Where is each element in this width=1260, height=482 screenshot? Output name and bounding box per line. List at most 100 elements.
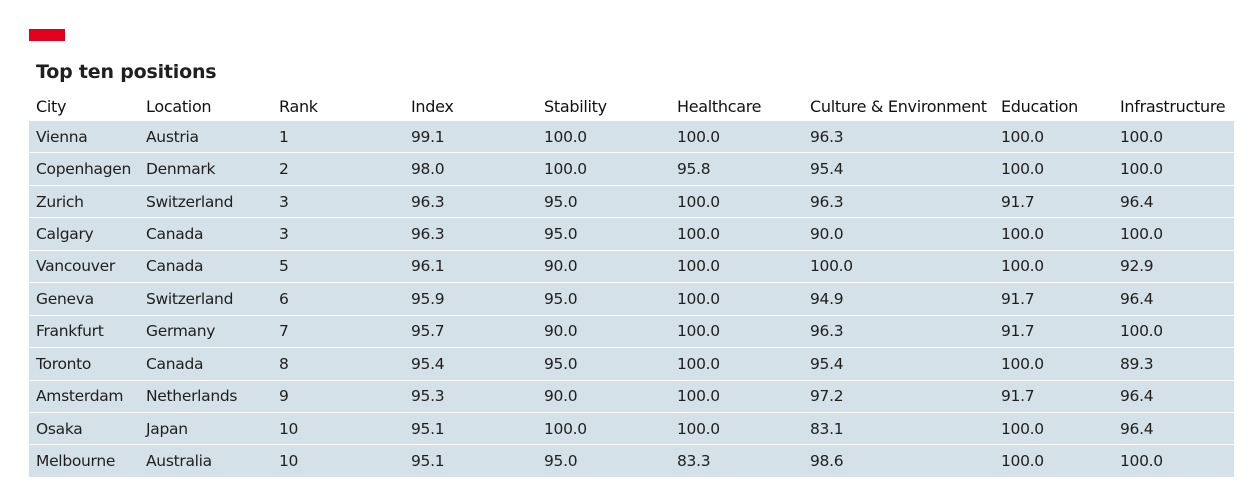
- table-cell-stability: 95.0: [544, 192, 578, 211]
- table-cell-healthcare: 100.0: [677, 354, 720, 373]
- table-cell-culture-environment: 96.3: [810, 192, 844, 211]
- table-cell-education: 100.0: [1001, 257, 1044, 276]
- table-cell-rank: 7: [279, 322, 289, 341]
- table-row: Calgary Canada 3 96.3 95.0 100.0 90.0 100.0 100.…: [29, 217, 1234, 250]
- table-cell-rank: 5: [279, 257, 289, 276]
- table-cell-index: 95.1: [411, 419, 445, 438]
- table-cell-healthcare: 100.0: [677, 192, 720, 211]
- table-cell-culture-environment: 97.2: [810, 387, 844, 406]
- table-cell-stability: 100.0: [544, 160, 587, 179]
- table-cell-city: Amsterdam: [36, 387, 124, 406]
- column-header-index: Index: [411, 97, 454, 116]
- table-cell-infrastructure: 100.0: [1120, 160, 1163, 179]
- table-cell-infrastructure: 96.4: [1120, 192, 1154, 211]
- table-cell-education: 100.0: [1001, 452, 1044, 471]
- table-cell-healthcare: 100.0: [677, 387, 720, 406]
- table-cell-location: Switzerland: [146, 289, 234, 308]
- table-cell-stability: 90.0: [544, 322, 578, 341]
- column-header-stability: Stability: [544, 97, 607, 116]
- table-cell-healthcare: 100.0: [677, 127, 720, 146]
- table-cell-stability: 100.0: [544, 127, 587, 146]
- table-cell-stability: 95.0: [544, 354, 578, 373]
- table-cell-education: 100.0: [1001, 354, 1044, 373]
- table-cell-infrastructure: 96.4: [1120, 289, 1154, 308]
- column-header-education: Education: [1001, 97, 1078, 116]
- table-cell-index: 96.3: [411, 192, 445, 211]
- column-header-location: Location: [146, 97, 212, 116]
- table-cell-location: Canada: [146, 257, 204, 276]
- table-cell-education: 91.7: [1001, 192, 1035, 211]
- table-cell-education: 91.7: [1001, 322, 1035, 341]
- table-cell-education: 100.0: [1001, 127, 1044, 146]
- table-cell-rank: 6: [279, 289, 289, 308]
- table-title: Top ten positions: [36, 61, 217, 83]
- table-cell-culture-environment: 90.0: [810, 225, 844, 244]
- table-cell-rank: 10: [279, 452, 299, 471]
- table-cell-city: Copenhagen: [36, 160, 132, 179]
- table-cell-culture-environment: 95.4: [810, 354, 844, 373]
- table-cell-location: Australia: [146, 452, 212, 471]
- table-cell-index: 99.1: [411, 127, 445, 146]
- table-cell-culture-environment: 96.3: [810, 322, 844, 341]
- table-row: Geneva Switzerland 6 95.9 95.0 100.0 94.9 91.7 9…: [29, 282, 1234, 315]
- table-cell-healthcare: 100.0: [677, 257, 720, 276]
- table-cell-education: 100.0: [1001, 225, 1044, 244]
- column-header-healthcare: Healthcare: [677, 97, 762, 116]
- table-cell-location: Netherlands: [146, 387, 238, 406]
- table-cell-index: 96.1: [411, 257, 445, 276]
- table-cell-location: Denmark: [146, 160, 216, 179]
- table-cell-city: Melbourne: [36, 452, 116, 471]
- accent-bar: [29, 29, 65, 41]
- table-cell-education: 100.0: [1001, 419, 1044, 438]
- table-cell-city: Geneva: [36, 289, 94, 308]
- table-cell-stability: 95.0: [544, 225, 578, 244]
- table-cell-rank: 2: [279, 160, 289, 179]
- table-cell-rank: 3: [279, 192, 289, 211]
- table-cell-location: Japan: [146, 419, 188, 438]
- table-row: Osaka Japan 10 95.1 100.0 100.0 83.1 100.0 96.4: [29, 411, 1234, 445]
- table-cell-stability: 95.0: [544, 452, 578, 471]
- table-cell-culture-environment: 100.0: [810, 257, 853, 276]
- table-cell-city: Vienna: [36, 127, 88, 146]
- table-row: Toronto Canada 8 95.4 95.0 100.0 95.4 100.0 89.3: [29, 347, 1234, 380]
- table-cell-culture-environment: 98.6: [810, 452, 844, 471]
- table-cell-healthcare: 83.3: [677, 452, 711, 471]
- table-cell-location: Switzerland: [146, 192, 234, 211]
- table-row: Frankfurt Germany 7 95.7 90.0 100.0 96.3 91.7 10…: [29, 314, 1234, 348]
- table-row: Vancouver Canada 5 96.1 90.0 100.0 100.0 100.0 9…: [29, 249, 1234, 283]
- table-cell-healthcare: 95.8: [677, 160, 711, 179]
- table-cell-infrastructure: 96.4: [1120, 387, 1154, 406]
- table-cell-healthcare: 100.0: [677, 225, 720, 244]
- table-cell-infrastructure: 100.0: [1120, 127, 1163, 146]
- table-cell-rank: 1: [279, 127, 289, 146]
- table-cell-index: 95.3: [411, 387, 445, 406]
- table-cell-city: Calgary: [36, 225, 94, 244]
- table-cell-infrastructure: 96.4: [1120, 419, 1154, 438]
- table-cell-location: Germany: [146, 322, 216, 341]
- table-row: Vienna Austria 1 99.1 100.0 100.0 96.3 100.0 100…: [29, 120, 1234, 153]
- table-cell-index: 96.3: [411, 225, 445, 244]
- column-header-culture-environment: Culture & Environment: [810, 97, 987, 116]
- table-cell-index: 95.4: [411, 354, 445, 373]
- column-header-city: City: [36, 97, 67, 116]
- table-cell-healthcare: 100.0: [677, 289, 720, 308]
- table-cell-index: 98.0: [411, 160, 445, 179]
- table-cell-location: Canada: [146, 225, 204, 244]
- table-cell-rank: 9: [279, 387, 289, 406]
- table-header-row: City Location Rank Index Stability Healt…: [29, 93, 1234, 120]
- table-cell-stability: 100.0: [544, 419, 587, 438]
- column-header-infrastructure: Infrastructure: [1120, 97, 1226, 116]
- table-cell-city: Osaka: [36, 419, 83, 438]
- table-cell-culture-environment: 95.4: [810, 160, 844, 179]
- table-row: Zurich Switzerland 3 96.3 95.0 100.0 96.3 91.7 9…: [29, 184, 1234, 218]
- table-cell-index: 95.7: [411, 322, 445, 341]
- table-cell-education: 91.7: [1001, 289, 1035, 308]
- table-cell-rank: 10: [279, 419, 299, 438]
- table-cell-city: Toronto: [36, 354, 92, 373]
- table-cell-infrastructure: 89.3: [1120, 354, 1154, 373]
- table-cell-city: Frankfurt: [36, 322, 104, 341]
- table-cell-location: Austria: [146, 127, 199, 146]
- table-cell-location: Canada: [146, 354, 204, 373]
- table-cell-culture-environment: 94.9: [810, 289, 844, 308]
- table-row: Melbourne Australia 10 95.1 95.0 83.3 98.6 100.…: [29, 444, 1234, 477]
